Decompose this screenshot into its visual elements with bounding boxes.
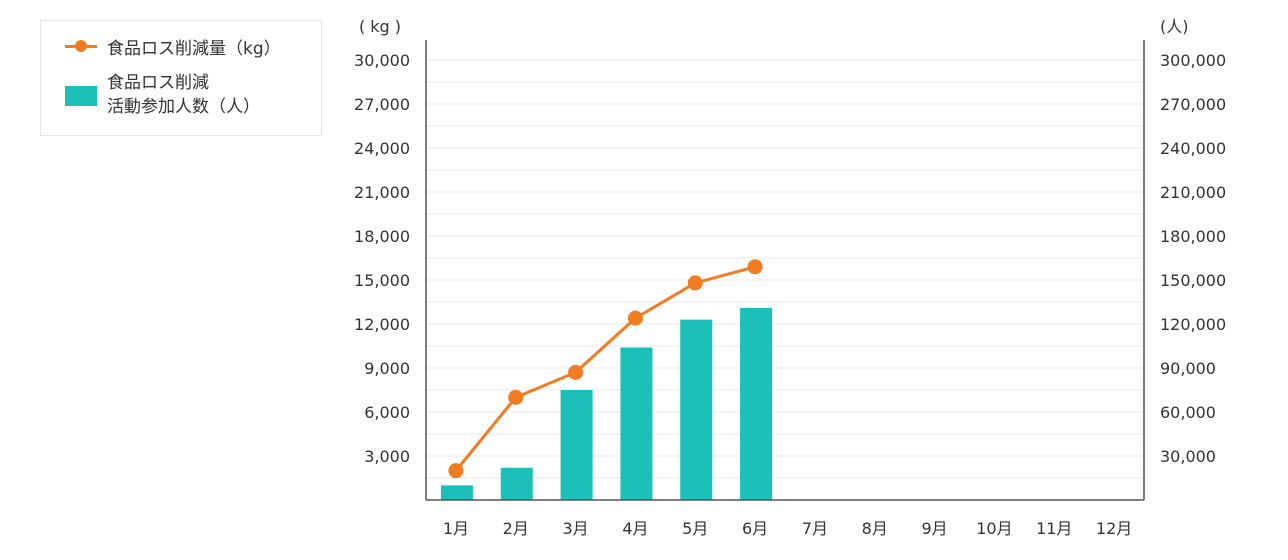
y-right-tick-label: 120,000: [1160, 315, 1226, 334]
y-right-tick-label: 300,000: [1160, 51, 1226, 70]
bar-series: [440, 307, 773, 500]
legend-line-marker: [75, 40, 87, 52]
x-tick-label: 4月: [622, 519, 648, 538]
y-left-tick-label: 30,000: [354, 51, 410, 70]
line-point: [747, 259, 763, 275]
axes: [425, 40, 1145, 501]
line-path: [454, 265, 756, 472]
y-left-tick-label: 24,000: [354, 139, 410, 158]
y-left-tick-label: 18,000: [354, 227, 410, 246]
y-left-unit-label: ( kg ): [359, 17, 401, 36]
gridlines: [426, 59, 1144, 479]
x-tick-label: 7月: [802, 519, 828, 538]
y-left-tick-label: 6,000: [364, 403, 410, 422]
x-tick-label: 9月: [921, 519, 947, 538]
bar: [680, 319, 713, 500]
line-point: [508, 389, 524, 405]
y-right-tick-label: 270,000: [1160, 95, 1226, 114]
y-left-tick-label: 12,000: [354, 315, 410, 334]
bar: [620, 347, 653, 500]
bar: [560, 390, 593, 500]
x-tick-label: 2月: [503, 519, 529, 538]
legend-line-swatch: [65, 37, 97, 55]
line-point: [627, 310, 643, 326]
y-left-tick-label: 3,000: [364, 447, 410, 466]
y-right-tick-label: 30,000: [1160, 447, 1216, 466]
tick-labels: 3,000 6,000 9,000 12,000 15,000 18,000 21,000 2…: [354, 17, 1226, 538]
bar: [500, 467, 533, 500]
legend-item-bar: 食品ロス削減 活動参加人数（人）: [65, 71, 260, 119]
y-right-tick-label: 210,000: [1160, 183, 1226, 202]
line-series: [448, 259, 763, 479]
y-left-tick-label: 21,000: [354, 183, 410, 202]
y-left-tick-label: 27,000: [354, 95, 410, 114]
line-point: [687, 275, 703, 291]
legend-item-line: 食品ロス削減量（kg）: [65, 37, 281, 61]
x-tick-label: 11月: [1036, 519, 1072, 538]
y-right-tick-label: 90,000: [1160, 359, 1216, 378]
legend-bar-label: 食品ロス削減 活動参加人数（人）: [107, 73, 260, 117]
x-tick-label: 10月: [976, 519, 1012, 538]
x-tick-label: 12月: [1096, 519, 1132, 538]
line-point: [448, 463, 464, 479]
y-left-tick-label: 9,000: [364, 359, 410, 378]
x-tick-label: 5月: [682, 519, 708, 538]
x-tick-label: 6月: [742, 519, 768, 538]
legend-line-label: 食品ロス削減量（kg）: [107, 39, 281, 59]
y-right-tick-label: 150,000: [1160, 271, 1226, 290]
legend: 食品ロス削減量（kg） 食品ロス削減 活動参加人数（人）: [40, 20, 322, 136]
legend-bar-swatch: [65, 86, 97, 106]
x-tick-label: 3月: [562, 519, 588, 538]
y-right-tick-label: 240,000: [1160, 139, 1226, 158]
line-point: [568, 364, 584, 380]
y-right-tick-label: 180,000: [1160, 227, 1226, 246]
bar: [740, 307, 773, 500]
x-tick-label: 8月: [862, 519, 888, 538]
x-tick-label: 1月: [443, 519, 469, 538]
bar: [440, 485, 473, 500]
y-right-unit-label: (人): [1160, 17, 1189, 36]
y-right-tick-label: 60,000: [1160, 403, 1216, 422]
y-left-tick-label: 15,000: [354, 271, 410, 290]
